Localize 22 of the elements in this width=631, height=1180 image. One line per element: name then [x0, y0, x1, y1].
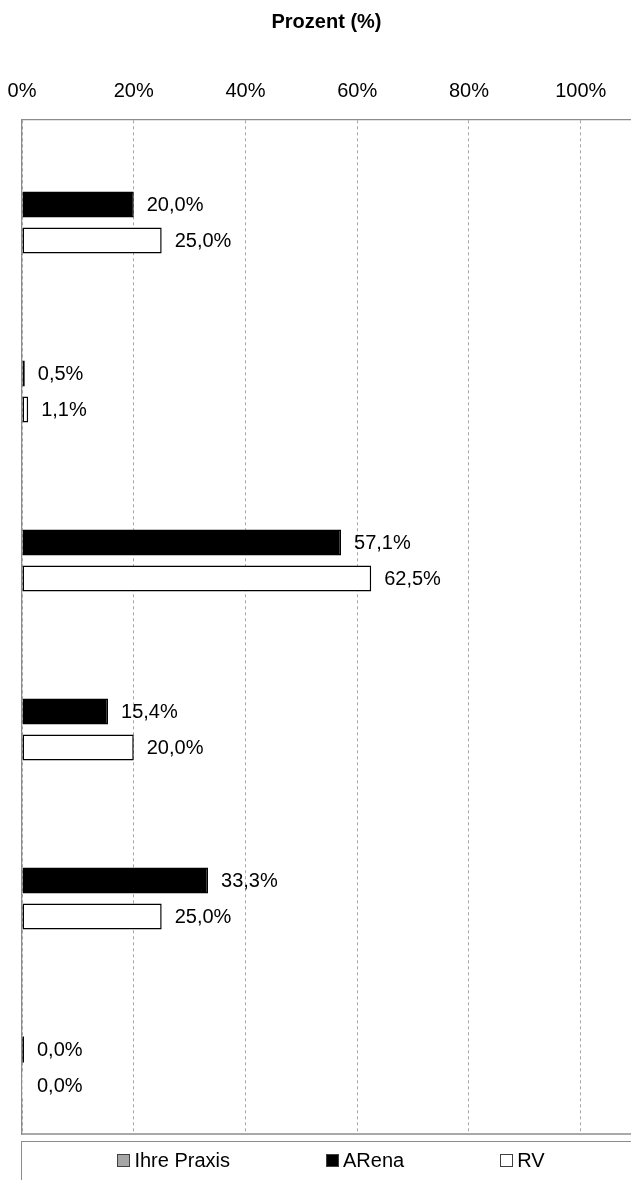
data-label: 1,1%	[41, 397, 87, 420]
data-label: 25,0%	[174, 904, 232, 927]
x-tick-label: 20%	[113, 78, 154, 101]
data-label: 15,4%	[121, 700, 178, 723]
legend-label: Ihre Praxis	[134, 1149, 230, 1172]
x-tick-label: 0%	[7, 78, 37, 101]
data-label: 0,5%	[37, 362, 84, 385]
x-tick-label: 80%	[448, 78, 490, 101]
data-label: 20,0%	[146, 193, 204, 216]
data-label: 0,0%	[37, 1038, 83, 1061]
data-label: 0,0%	[37, 1073, 83, 1096]
data-label: 33,3%	[221, 869, 278, 892]
data-label: 20,0%	[146, 735, 204, 758]
x-tick-label: 60%	[337, 78, 378, 101]
text: RV	[517, 1149, 545, 1172]
data-label: 57,1%	[354, 531, 411, 554]
legend-label: ARena	[343, 1149, 405, 1172]
x-tick-label: 40%	[225, 78, 266, 101]
data-label: 25,0%	[174, 228, 232, 251]
x-axis-title: Prozent (%)	[271, 9, 382, 32]
data-label: 62,5%	[384, 566, 442, 589]
x-tick-label: 100%	[555, 78, 607, 101]
